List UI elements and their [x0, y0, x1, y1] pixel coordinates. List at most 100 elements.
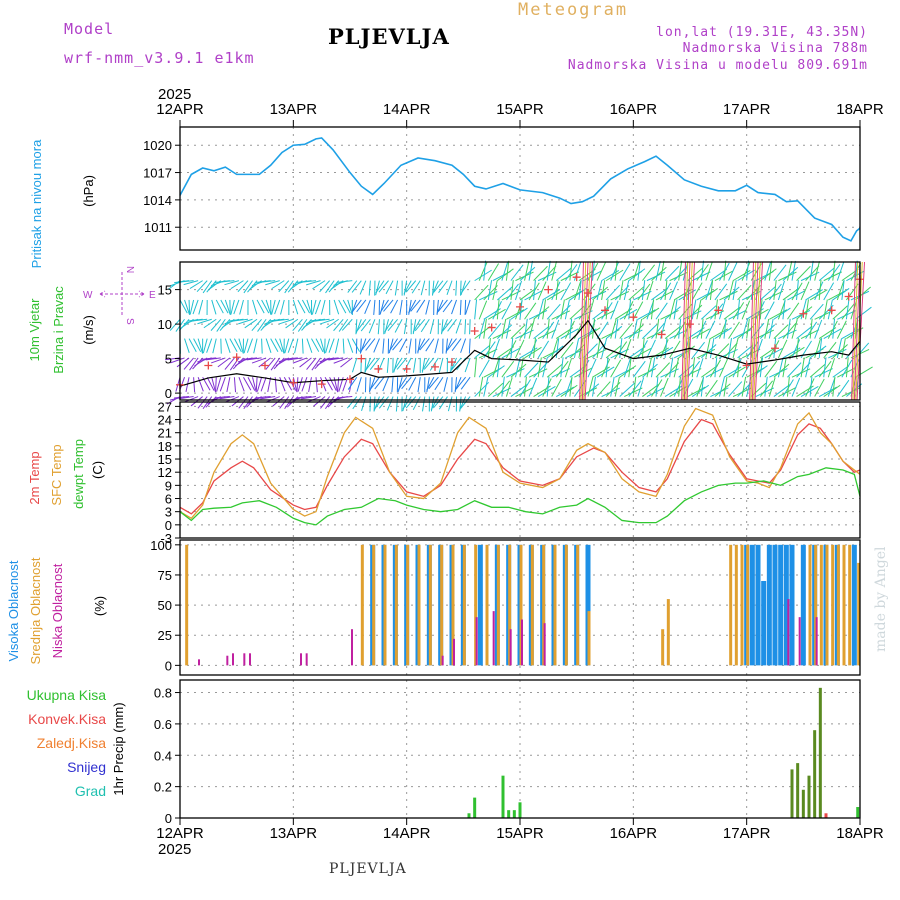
low-cloud-bar	[249, 653, 251, 666]
wind-arrow	[596, 280, 603, 301]
wind-arrow	[705, 310, 725, 320]
data-layer	[165, 137, 873, 818]
wind-arrow	[337, 396, 353, 399]
wind-arrow	[243, 376, 252, 391]
wind-arrow	[845, 299, 850, 320]
wind-arrow	[592, 376, 596, 397]
wind-arrow	[632, 360, 646, 378]
wind-arrow	[633, 290, 652, 301]
wind-arrow	[560, 328, 579, 340]
wind-arrow	[542, 299, 547, 320]
high-cloud-bar	[477, 544, 483, 666]
pressure-tick-label: 1017	[143, 166, 172, 181]
wind-arrow	[410, 299, 421, 312]
wind-arrow	[365, 338, 376, 351]
wind-arrow	[319, 280, 330, 293]
pressure-title: Pritisak na nivou mora	[29, 139, 44, 268]
wind-arrow	[373, 299, 376, 315]
wind-arrow	[782, 357, 787, 378]
wind-arrow	[700, 376, 704, 397]
wind-arrow	[267, 377, 272, 393]
wind-arrow	[429, 319, 435, 334]
wind-arrow	[664, 306, 681, 320]
wind-arrow	[365, 357, 376, 371]
wind-arrow	[564, 377, 573, 397]
wind-arrow	[402, 396, 412, 410]
wind-arrow	[243, 280, 253, 294]
mid-cloud-bar	[428, 544, 432, 666]
wind-arrow	[492, 301, 502, 320]
wind-arrow	[746, 318, 750, 339]
wind-arrow	[800, 329, 820, 340]
wind-arrow	[369, 377, 371, 393]
wind-arrow	[614, 318, 619, 339]
wind-arrow	[601, 338, 608, 359]
wind-arrow	[533, 279, 536, 300]
precip-legend-item: Ukupna Kisa	[27, 687, 107, 703]
wind-arrow	[425, 299, 430, 315]
wind-arrow	[714, 357, 718, 378]
wind-arrow	[805, 299, 809, 320]
wind-arrow	[333, 318, 344, 332]
wind-arrow	[426, 376, 435, 391]
wind-arrow	[692, 328, 710, 340]
wind-arrow	[551, 368, 570, 378]
wind-arrow	[420, 280, 426, 296]
wind-arrow	[356, 318, 367, 332]
wind-arrow	[737, 269, 755, 282]
wind-arrow	[198, 299, 204, 315]
wind-arrow	[546, 318, 550, 339]
wind-arrow	[299, 357, 312, 368]
wind-arrow	[687, 360, 701, 378]
wind-arrow	[246, 338, 254, 353]
wind-arrow	[292, 318, 303, 332]
wind-arrow	[492, 358, 500, 378]
wind-arrow	[728, 309, 747, 320]
wind-arrow	[505, 377, 513, 397]
temp-tick-label: 0	[165, 518, 172, 533]
high-cloud-bar	[585, 544, 591, 666]
wind-arrow	[417, 377, 421, 393]
wind-arrow	[642, 363, 658, 378]
wind-arrow	[487, 337, 491, 358]
wind-arrow	[746, 260, 750, 281]
mid-cloud-bar	[740, 544, 744, 666]
wind-subtitle: Brzina i Pravac	[51, 286, 66, 374]
mid-cloud-bar	[462, 544, 466, 666]
wind-arrow	[569, 288, 587, 301]
wind-arrow	[773, 384, 791, 397]
wind-arrow	[628, 286, 645, 301]
wind-arrow	[386, 357, 390, 373]
wind-arrow	[238, 377, 245, 392]
wind-arrow	[723, 318, 727, 339]
frames-layer	[175, 120, 861, 825]
mid-cloud-bar	[666, 599, 670, 666]
wind-arrow	[669, 281, 679, 301]
wind-arrow	[664, 265, 680, 281]
wind-arrow	[408, 299, 417, 314]
wind-arrow	[519, 322, 534, 339]
wind-arrow	[368, 319, 376, 334]
wind-arrow	[651, 266, 667, 282]
wind-arrow	[524, 346, 542, 359]
wind-arrow	[823, 357, 827, 378]
gust-marker	[601, 306, 609, 315]
wind-arrow	[651, 287, 668, 301]
wind-arrow	[206, 280, 217, 293]
wind-arrow	[628, 357, 632, 378]
wind-arrow	[637, 260, 641, 281]
wind-arrow	[823, 271, 842, 282]
wind-arrow	[403, 319, 408, 335]
wind-arrow	[728, 321, 740, 339]
wind-arrow	[328, 338, 335, 353]
gust-marker	[572, 273, 581, 282]
wind-arrow	[737, 325, 754, 339]
wind-arrow	[188, 338, 197, 352]
wind-arrow	[265, 299, 272, 315]
wind-arrow	[294, 338, 299, 354]
wind-arrow	[261, 338, 263, 354]
wind-arrow	[569, 260, 573, 281]
wind-arrow	[601, 358, 611, 378]
wind-arrow	[184, 396, 199, 403]
wind-arrow	[190, 396, 203, 407]
